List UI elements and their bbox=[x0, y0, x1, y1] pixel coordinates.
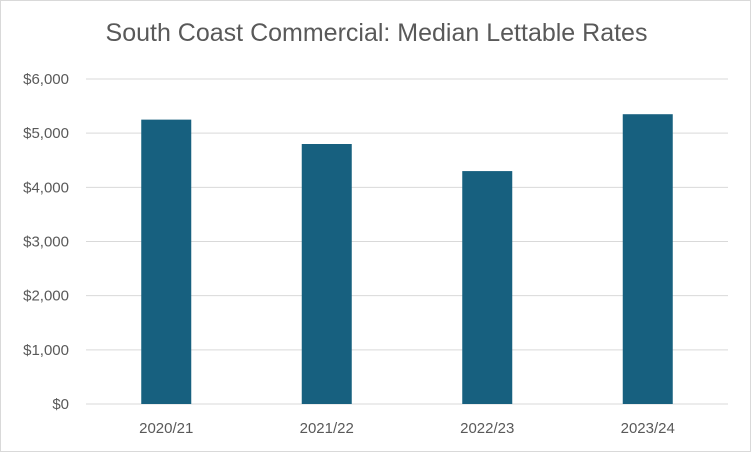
y-tick-label: $4,000 bbox=[23, 179, 69, 196]
y-tick-label: $6,000 bbox=[23, 71, 69, 88]
x-axis-ticks: 2020/21 2021/22 2022/23 2023/24 bbox=[139, 420, 675, 437]
bar-2021-22 bbox=[301, 144, 352, 404]
bar-2020-21 bbox=[141, 119, 192, 404]
y-tick-label: $1,000 bbox=[23, 342, 69, 359]
x-tick-label: 2022/23 bbox=[460, 420, 514, 437]
y-tick-label: $2,000 bbox=[23, 288, 69, 305]
x-tick-label: 2020/21 bbox=[139, 420, 193, 437]
bars bbox=[141, 114, 673, 404]
chart-title: South Coast Commercial: Median Lettable … bbox=[105, 19, 648, 47]
y-axis-ticks: $0 $1,000 $2,000 $3,000 $4,000 $5,000 $6,000 bbox=[23, 71, 69, 413]
x-tick-label: 2023/24 bbox=[621, 420, 675, 437]
x-tick-label: 2021/22 bbox=[300, 420, 354, 437]
gridlines bbox=[86, 78, 728, 405]
bar-2022-23 bbox=[462, 171, 513, 404]
bar-2023-24 bbox=[622, 114, 673, 404]
y-tick-label: $0 bbox=[52, 396, 69, 413]
y-tick-label: $5,000 bbox=[23, 125, 69, 142]
y-tick-label: $3,000 bbox=[23, 234, 69, 251]
